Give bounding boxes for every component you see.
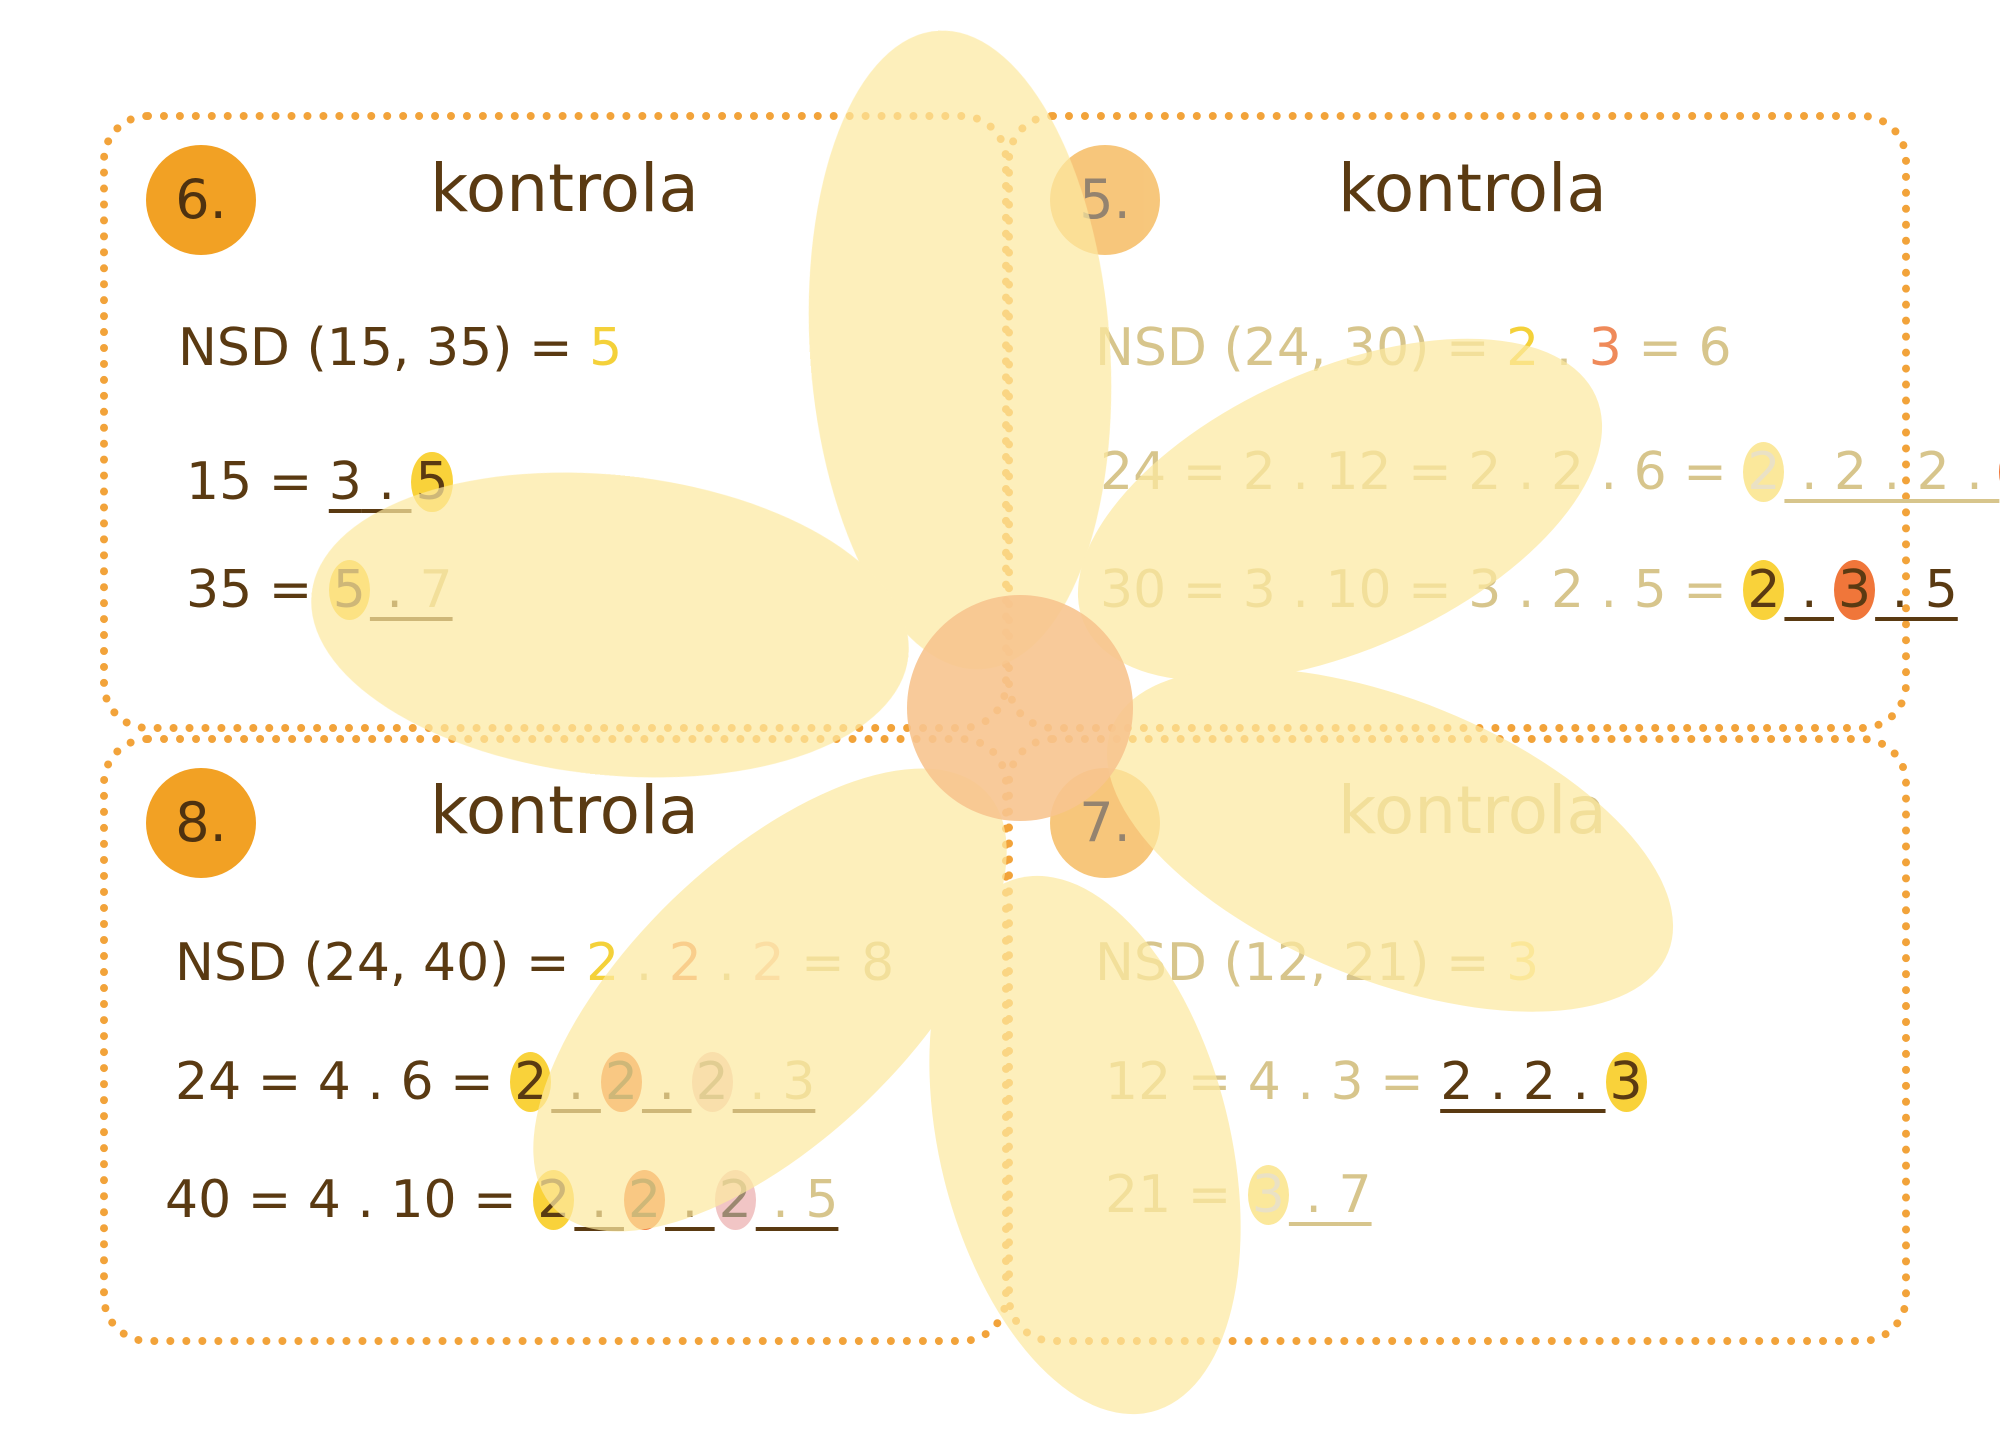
factor-tail: . 5	[755, 1170, 839, 1230]
nsd-result: 3	[1506, 933, 1540, 993]
dot: .	[619, 933, 669, 993]
dot: .	[574, 1170, 624, 1230]
dot: .	[1288, 1165, 1339, 1225]
factor: 3	[328, 452, 362, 512]
card-8-title: kontrola	[430, 772, 699, 849]
badge-8: 8.	[146, 768, 256, 878]
line-lhs: 12 = 4 . 3 =	[1105, 1052, 1441, 1112]
dot: .	[1784, 560, 1835, 620]
dot: .	[1539, 318, 1589, 378]
card-8-nsd: NSD (24, 40) = 2 . 2 . 2 = 8	[175, 933, 894, 993]
nsd-eq: = 6	[1621, 318, 1732, 378]
nsd-label: NSD (15, 35) =	[178, 318, 590, 378]
line-lhs: 21 =	[1105, 1165, 1248, 1225]
common-factor: 2	[714, 1170, 756, 1230]
card-7-line1: 12 = 4 . 3 = 2 . 2 . 3	[1105, 1052, 1647, 1112]
nsd-eq: = 8	[784, 933, 895, 993]
nsd-factor: 2	[1506, 318, 1540, 378]
common-factor: 2	[623, 1170, 666, 1230]
common-factor: 5	[411, 452, 453, 512]
badge-7: 7.	[1050, 768, 1160, 878]
nsd-factor: 2	[586, 933, 620, 993]
card-6-line1: 15 = 3 . 5	[186, 452, 453, 512]
common-factor: 2	[600, 1052, 642, 1112]
nsd-label: NSD (12, 21) =	[1095, 933, 1507, 993]
dot: .	[361, 452, 412, 512]
dot: .	[701, 933, 752, 993]
factor: 7	[419, 560, 453, 620]
card-7-line2: 21 = 3 . 7	[1105, 1165, 1372, 1225]
line-lhs: 35 =	[186, 560, 329, 620]
card-6-nsd: NSD (15, 35) = 5	[178, 318, 622, 378]
card-5-title: kontrola	[1338, 150, 1607, 227]
factor: 7	[1338, 1165, 1372, 1225]
card-5-line2: 30 = 3 . 10 = 3 . 2 . 5 = 2 . 3 . 5	[1100, 560, 1958, 620]
nsd-factor: 2	[668, 933, 702, 993]
dot: .	[551, 1052, 601, 1112]
common-factor: 2	[1743, 442, 1785, 502]
nsd-result: 5	[589, 318, 623, 378]
card-6-line2: 35 = 5 . 7	[186, 560, 453, 620]
nsd-factor: 2	[751, 933, 785, 993]
line-lhs: 40 = 4 . 10 =	[165, 1170, 534, 1230]
common-factor: 2	[1743, 560, 1785, 620]
card-7-title: kontrola	[1338, 772, 1607, 849]
common-factor: 3	[1605, 1052, 1647, 1112]
common-factor: 3	[1247, 1165, 1289, 1225]
common-factor: 2	[510, 1052, 552, 1112]
factors: 2 . 2 .	[1440, 1052, 1606, 1112]
badge-6: 6.	[146, 145, 256, 255]
card-5-line1: 24 = 2 . 12 = 2 . 2 . 6 = 2 . 2 . 2 . 3	[1100, 442, 2000, 502]
badge-5: 5.	[1050, 145, 1160, 255]
line-lhs: 24 = 4 . 6 =	[175, 1052, 511, 1112]
factor-tail: . 3	[732, 1052, 816, 1112]
common-factor: 3	[1834, 560, 1876, 620]
nsd-factor: 3	[1588, 318, 1622, 378]
common-factor: 2	[691, 1052, 733, 1112]
common-factor: 2	[533, 1170, 575, 1230]
card-5-nsd: NSD (24, 30) = 2 . 3 = 6	[1095, 318, 1732, 378]
common-factor: 5	[328, 560, 370, 620]
card-7-nsd: NSD (12, 21) = 3	[1095, 933, 1539, 993]
dot: .	[369, 560, 420, 620]
nsd-label: NSD (24, 40) =	[175, 933, 587, 993]
factor-tail: . 5	[1875, 560, 1958, 620]
card-8-line2: 40 = 4 . 10 = 2 . 2 . 2 . 5	[165, 1170, 838, 1230]
card-8-line1: 24 = 4 . 6 = 2 . 2 . 2 . 3	[175, 1052, 815, 1112]
nsd-label: NSD (24, 30) =	[1095, 318, 1507, 378]
line-lhs: 30 = 3 . 10 = 3 . 2 . 5 =	[1100, 560, 1744, 620]
line-lhs: 24 = 2 . 12 = 2 . 2 . 6 =	[1100, 442, 1744, 502]
dot: .	[665, 1170, 715, 1230]
factors: . 2 . 2 .	[1784, 442, 2000, 502]
line-lhs: 15 =	[186, 452, 329, 512]
card-6-title: kontrola	[430, 150, 699, 227]
dot: .	[641, 1052, 692, 1112]
